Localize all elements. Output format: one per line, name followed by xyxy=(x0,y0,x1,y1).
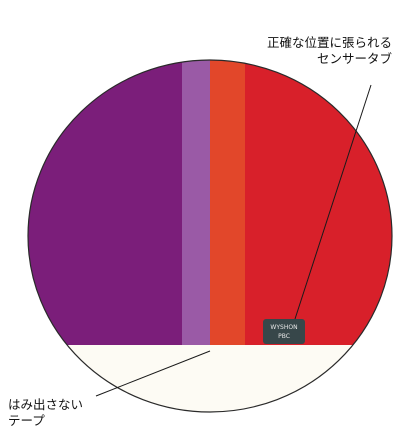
orange-red-stripe xyxy=(210,60,245,350)
sensor-tab-label-1: WYSHON xyxy=(270,324,297,331)
tape-leader-line xyxy=(95,350,211,397)
sensor-tab-callout-line2: センサータブ xyxy=(316,51,392,66)
tape-callout-line2: テープ xyxy=(8,413,45,428)
tape-callout-line1: はみ出さない xyxy=(8,397,84,412)
sensor-tab-callout-line1: 正確な位置に張られる xyxy=(266,35,392,50)
red-region xyxy=(245,60,392,350)
tape-callout: はみ出さない テープ xyxy=(8,397,83,429)
disc-outline xyxy=(27,59,393,413)
sensor-tab-callout: 正確な位置に張られる センサータブ xyxy=(267,35,392,67)
sensor-tab-leader-line xyxy=(294,84,372,320)
light-purple-stripe xyxy=(182,60,210,350)
sensor-tab-label-2: PBC xyxy=(278,333,290,340)
sensor-tab: WYSHON PBC xyxy=(263,319,305,344)
